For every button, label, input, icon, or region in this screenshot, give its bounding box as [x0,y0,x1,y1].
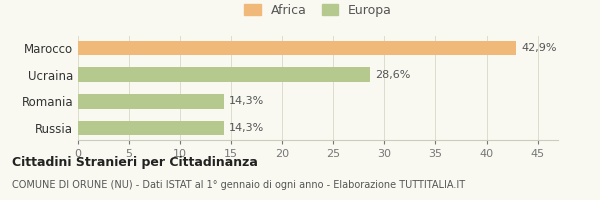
Legend: Africa, Europa: Africa, Europa [242,1,394,19]
Text: 42,9%: 42,9% [521,43,557,53]
Bar [78,41,516,55]
Text: 28,6%: 28,6% [375,70,410,80]
Text: Cittadini Stranieri per Cittadinanza: Cittadini Stranieri per Cittadinanza [12,156,258,169]
Bar [78,67,370,82]
Bar [78,121,224,135]
Text: 14,3%: 14,3% [229,123,265,133]
Bar [78,94,224,109]
Text: 14,3%: 14,3% [229,96,265,106]
Text: COMUNE DI ORUNE (NU) - Dati ISTAT al 1° gennaio di ogni anno - Elaborazione TUTT: COMUNE DI ORUNE (NU) - Dati ISTAT al 1° … [12,180,465,190]
